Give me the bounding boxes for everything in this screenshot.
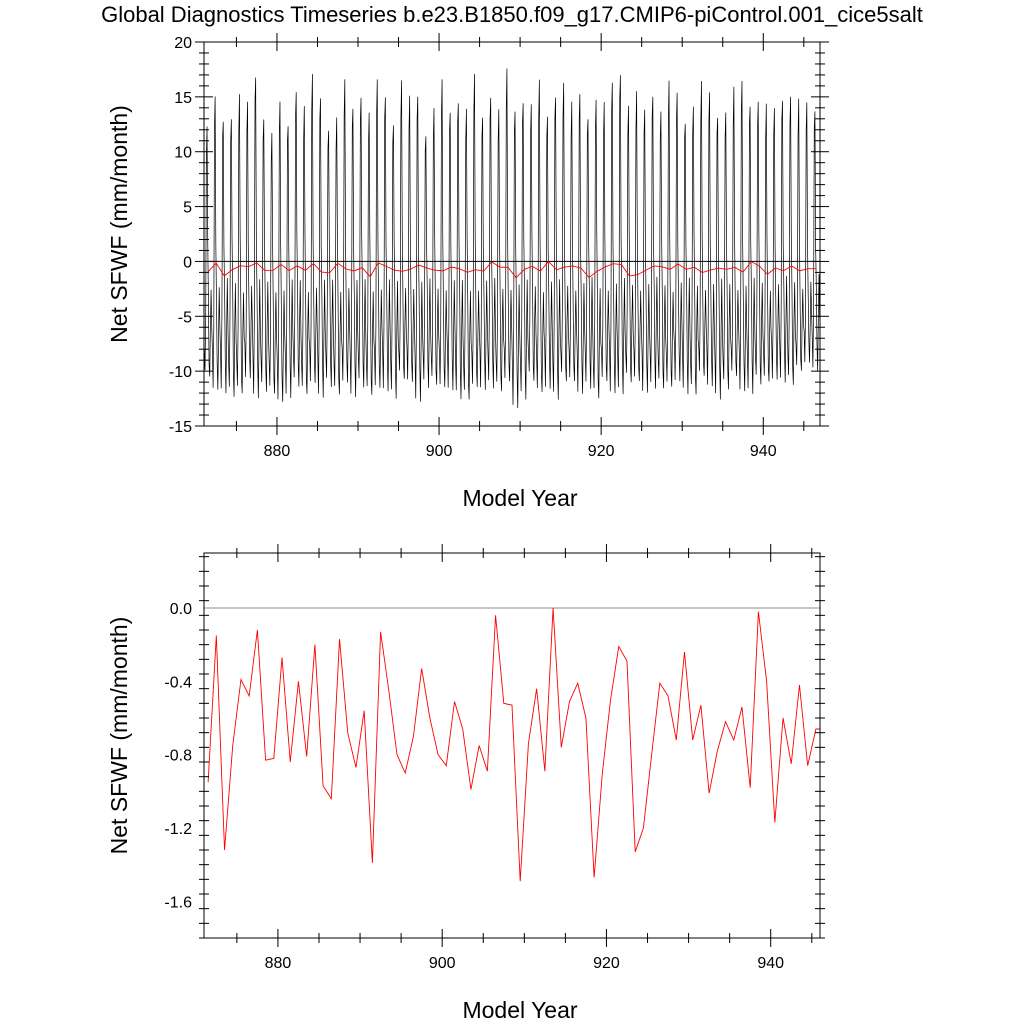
y-axis-title: Net SFWF (mm/month): [106, 105, 132, 343]
x-tick-label: 940: [757, 955, 784, 972]
y-tick-label: 20: [174, 35, 192, 52]
x-tick-label: 940: [750, 443, 777, 460]
x-axis-title: Model Year: [462, 485, 577, 511]
y-tick-label: 5: [183, 200, 192, 217]
x-tick-label: 900: [426, 443, 453, 460]
chart-title: Global Diagnostics Timeseries b.e23.B185…: [101, 2, 923, 27]
y-tick-label: -0.4: [164, 674, 192, 691]
y-tick-label: 15: [174, 90, 192, 107]
x-tick-label: 920: [593, 955, 620, 972]
y-tick-label: 0: [183, 254, 192, 271]
annual-mean-series-line: [207, 260, 816, 279]
y-axis-title: Net SFWF (mm/month): [106, 617, 132, 855]
x-tick-label: 920: [588, 443, 615, 460]
y-tick-label: -15: [169, 419, 192, 436]
x-tick-label: 880: [265, 955, 292, 972]
y-tick-label: -5: [178, 309, 192, 326]
y-tick-label: -10: [169, 364, 192, 381]
plot-frame: [203, 41, 821, 427]
bottom-panel: 880 900 920 940 -1.6 -1.2 -0.8 -0.4 0.0 Model Yea…: [106, 544, 825, 1023]
monthly-series-line: [204, 68, 820, 408]
plot-frame: [203, 552, 821, 939]
y-tick-label: 0.0: [170, 601, 192, 618]
x-tick-label: 900: [429, 955, 456, 972]
y-tick-label: 10: [174, 145, 192, 162]
top-panel: 880 900 920 940 -15 -10 -5 0 5 10 15 20 Model Year Ne…: [106, 33, 829, 511]
x-tick-label: 880: [264, 443, 291, 460]
y-tick-label: -0.8: [164, 748, 192, 765]
y-tick-label: -1.2: [164, 821, 192, 838]
annual-mean-series-line: [207, 607, 820, 882]
x-axis-title: Model Year: [462, 997, 577, 1023]
y-tick-label: -1.6: [164, 894, 192, 911]
